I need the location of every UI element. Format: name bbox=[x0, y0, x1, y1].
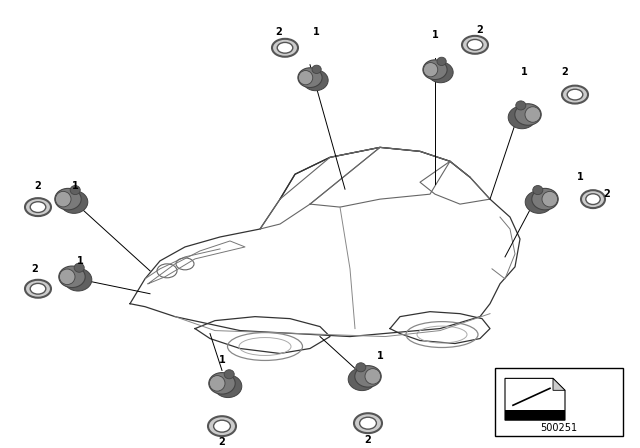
Ellipse shape bbox=[354, 413, 382, 433]
Bar bbox=[505, 410, 565, 420]
Ellipse shape bbox=[214, 375, 242, 397]
Ellipse shape bbox=[525, 191, 553, 213]
Ellipse shape bbox=[348, 368, 376, 391]
Text: 2: 2 bbox=[35, 181, 42, 191]
Ellipse shape bbox=[437, 57, 446, 65]
Ellipse shape bbox=[64, 268, 92, 291]
Text: 2: 2 bbox=[562, 67, 568, 77]
Ellipse shape bbox=[25, 198, 51, 216]
Text: 500251: 500251 bbox=[540, 423, 577, 433]
Ellipse shape bbox=[272, 39, 298, 57]
Text: 1: 1 bbox=[431, 30, 438, 40]
Text: 2: 2 bbox=[31, 264, 38, 274]
Ellipse shape bbox=[581, 190, 605, 208]
Ellipse shape bbox=[70, 185, 80, 194]
Text: 1: 1 bbox=[312, 27, 319, 37]
Ellipse shape bbox=[312, 65, 321, 73]
Ellipse shape bbox=[298, 68, 322, 87]
Ellipse shape bbox=[360, 417, 376, 429]
Ellipse shape bbox=[428, 62, 453, 83]
Ellipse shape bbox=[423, 60, 447, 80]
Ellipse shape bbox=[586, 194, 600, 205]
Ellipse shape bbox=[209, 373, 236, 394]
Ellipse shape bbox=[516, 101, 526, 110]
Text: 1: 1 bbox=[72, 181, 78, 191]
Ellipse shape bbox=[303, 70, 328, 90]
Ellipse shape bbox=[214, 420, 230, 432]
Ellipse shape bbox=[467, 39, 483, 50]
Bar bbox=[495, 368, 623, 436]
Polygon shape bbox=[553, 379, 565, 390]
Ellipse shape bbox=[277, 43, 293, 53]
Ellipse shape bbox=[532, 189, 558, 210]
Ellipse shape bbox=[30, 284, 46, 294]
Ellipse shape bbox=[365, 369, 381, 384]
Ellipse shape bbox=[59, 266, 85, 288]
Ellipse shape bbox=[224, 370, 234, 379]
Text: 2: 2 bbox=[365, 435, 371, 445]
Text: 2: 2 bbox=[219, 437, 225, 447]
Ellipse shape bbox=[209, 375, 225, 391]
Ellipse shape bbox=[60, 191, 88, 213]
Ellipse shape bbox=[30, 202, 46, 212]
Ellipse shape bbox=[25, 280, 51, 298]
Text: 1: 1 bbox=[577, 172, 584, 182]
Text: 2: 2 bbox=[604, 189, 611, 199]
Ellipse shape bbox=[532, 185, 543, 194]
Ellipse shape bbox=[567, 89, 583, 100]
Ellipse shape bbox=[515, 104, 541, 125]
Ellipse shape bbox=[74, 263, 84, 272]
Ellipse shape bbox=[355, 366, 381, 387]
Ellipse shape bbox=[462, 36, 488, 54]
Ellipse shape bbox=[56, 191, 71, 207]
Ellipse shape bbox=[356, 363, 366, 372]
Ellipse shape bbox=[55, 189, 81, 210]
Ellipse shape bbox=[562, 86, 588, 103]
Ellipse shape bbox=[298, 70, 313, 85]
Text: 1: 1 bbox=[376, 352, 383, 362]
Text: 2: 2 bbox=[276, 27, 282, 37]
Text: 2: 2 bbox=[477, 25, 483, 35]
Ellipse shape bbox=[525, 107, 541, 122]
Text: 1: 1 bbox=[219, 355, 225, 366]
Polygon shape bbox=[505, 379, 565, 420]
Text: 1: 1 bbox=[520, 67, 527, 77]
Ellipse shape bbox=[60, 269, 75, 284]
Ellipse shape bbox=[208, 416, 236, 436]
Ellipse shape bbox=[542, 191, 557, 207]
Ellipse shape bbox=[508, 106, 536, 129]
Text: 1: 1 bbox=[77, 256, 83, 266]
Ellipse shape bbox=[424, 63, 438, 77]
